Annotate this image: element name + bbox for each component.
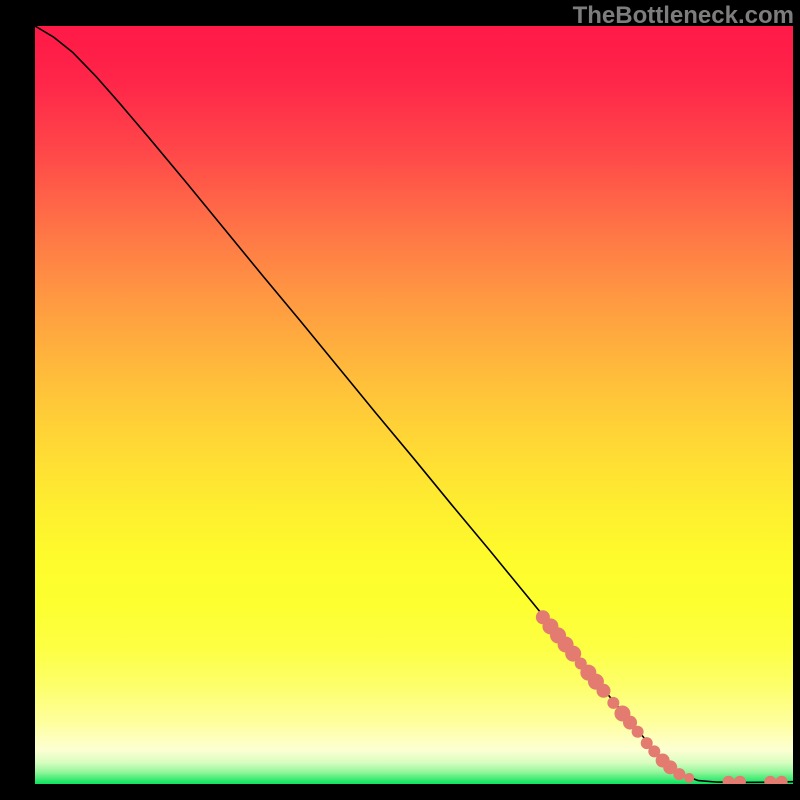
data-marker xyxy=(673,768,685,780)
plot-area xyxy=(35,26,793,784)
data-marker xyxy=(607,697,619,709)
data-marker xyxy=(684,773,694,783)
chart-container: TheBottleneck.com xyxy=(0,0,800,800)
plot-svg xyxy=(35,26,793,784)
gradient-background xyxy=(35,26,793,784)
data-marker xyxy=(597,684,611,698)
data-marker xyxy=(632,726,644,738)
